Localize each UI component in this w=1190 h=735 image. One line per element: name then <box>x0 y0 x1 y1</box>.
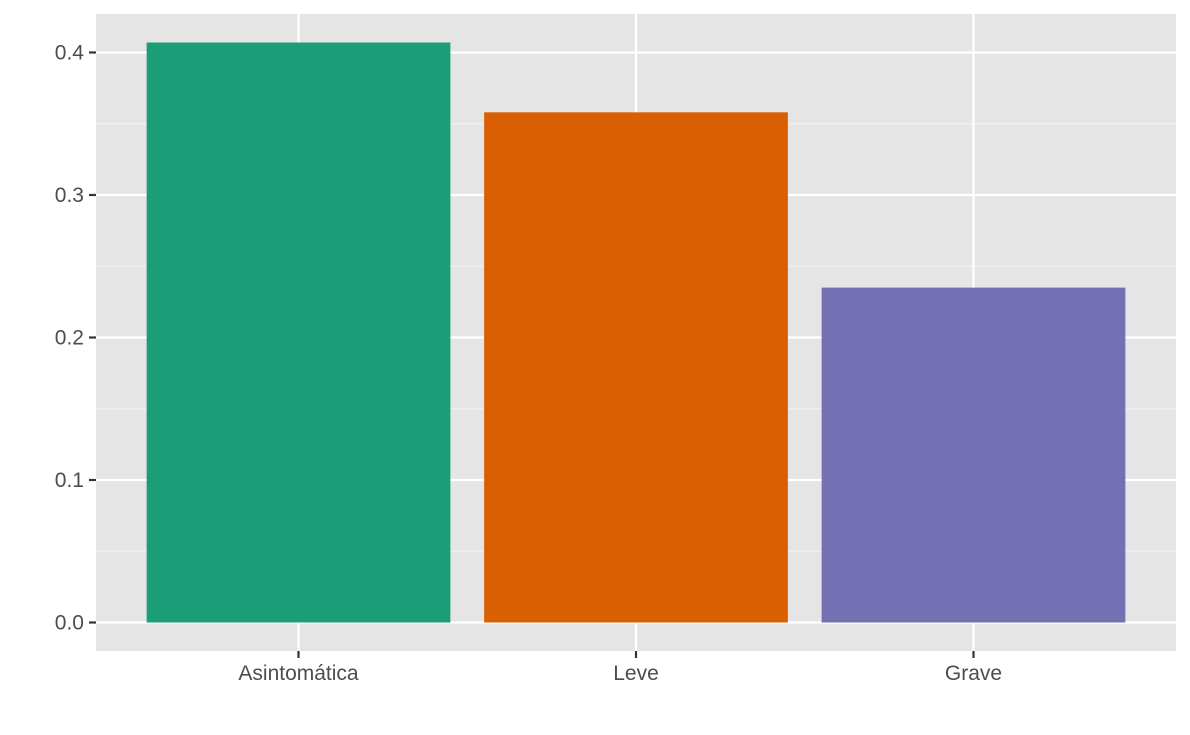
bars <box>146 42 1126 623</box>
bar <box>821 287 1126 623</box>
bar <box>484 112 788 623</box>
y-axis: 0.0 0.1 0.2 0.3 0.4 <box>55 41 96 634</box>
x-tick-label: Leve <box>613 662 659 685</box>
y-tick-label: 0.0 <box>55 611 84 634</box>
bar <box>146 42 451 623</box>
y-tick-label: 0.2 <box>55 326 84 349</box>
y-tick-label: 0.4 <box>55 41 85 64</box>
x-tick-label: Asintomática <box>238 662 359 685</box>
y-tick-label: 0.3 <box>55 184 84 207</box>
y-tick-label: 0.1 <box>55 469 84 492</box>
x-tick-label: Grave <box>945 662 1002 685</box>
x-axis: Asintomática Leve Grave <box>238 651 1002 685</box>
